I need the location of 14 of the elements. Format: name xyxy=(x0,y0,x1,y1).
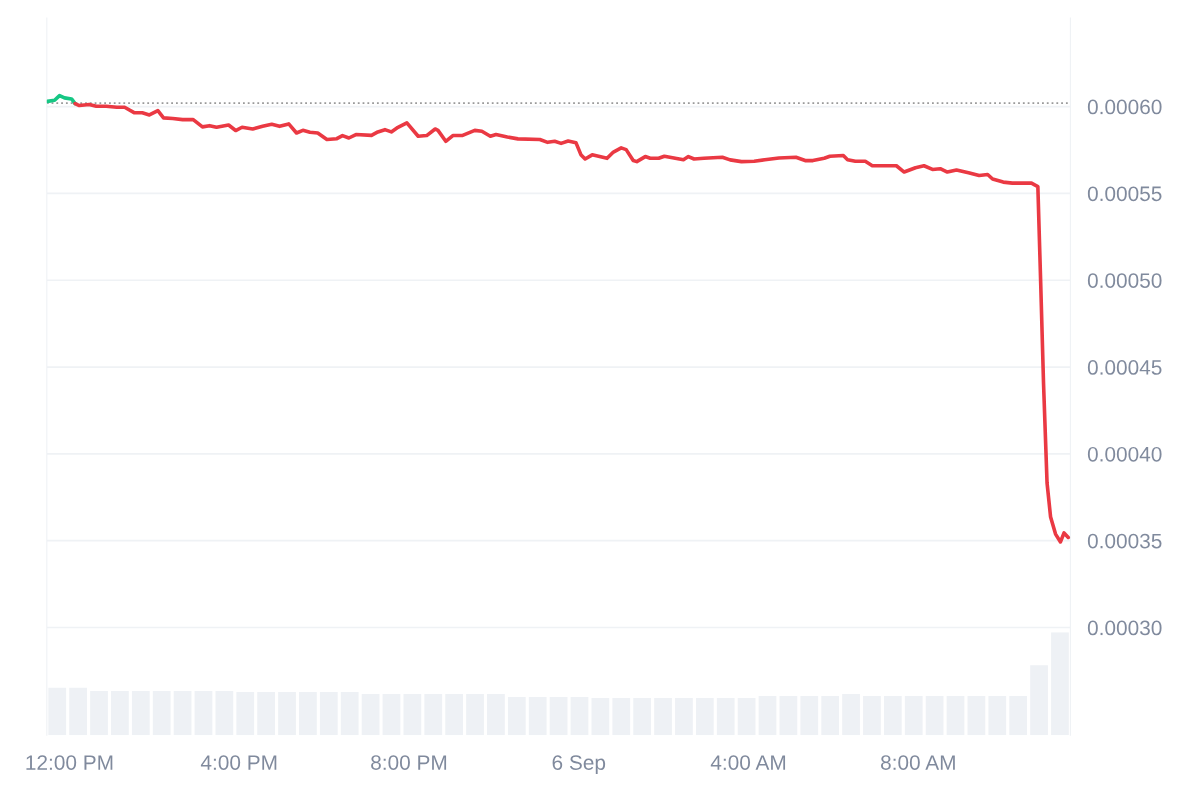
x-tick-label: 8:00 AM xyxy=(881,755,955,770)
x-tick-label: 8:00 PM xyxy=(371,755,447,770)
line-series xyxy=(46,93,77,106)
x-tick-label: 6 Sep xyxy=(552,755,606,775)
y-tick-label: 0.00050 xyxy=(1087,273,1162,288)
x-tick-label: 12:00 PM xyxy=(26,755,113,770)
y-tick-label: 0.00035 xyxy=(1087,533,1162,549)
x-tick-label: 4:00 AM xyxy=(710,755,786,770)
y-tick-label: 0.00040 xyxy=(1087,446,1162,462)
y-tick-label: 0.00055 xyxy=(1087,186,1162,202)
y-tick-label: 0.00060 xyxy=(1087,99,1162,115)
x-tick-label: 4:00 PM xyxy=(200,755,277,770)
y-tick-label: 0.00045 xyxy=(1087,360,1162,375)
y-tick-label: 0.00030 xyxy=(1087,620,1162,636)
